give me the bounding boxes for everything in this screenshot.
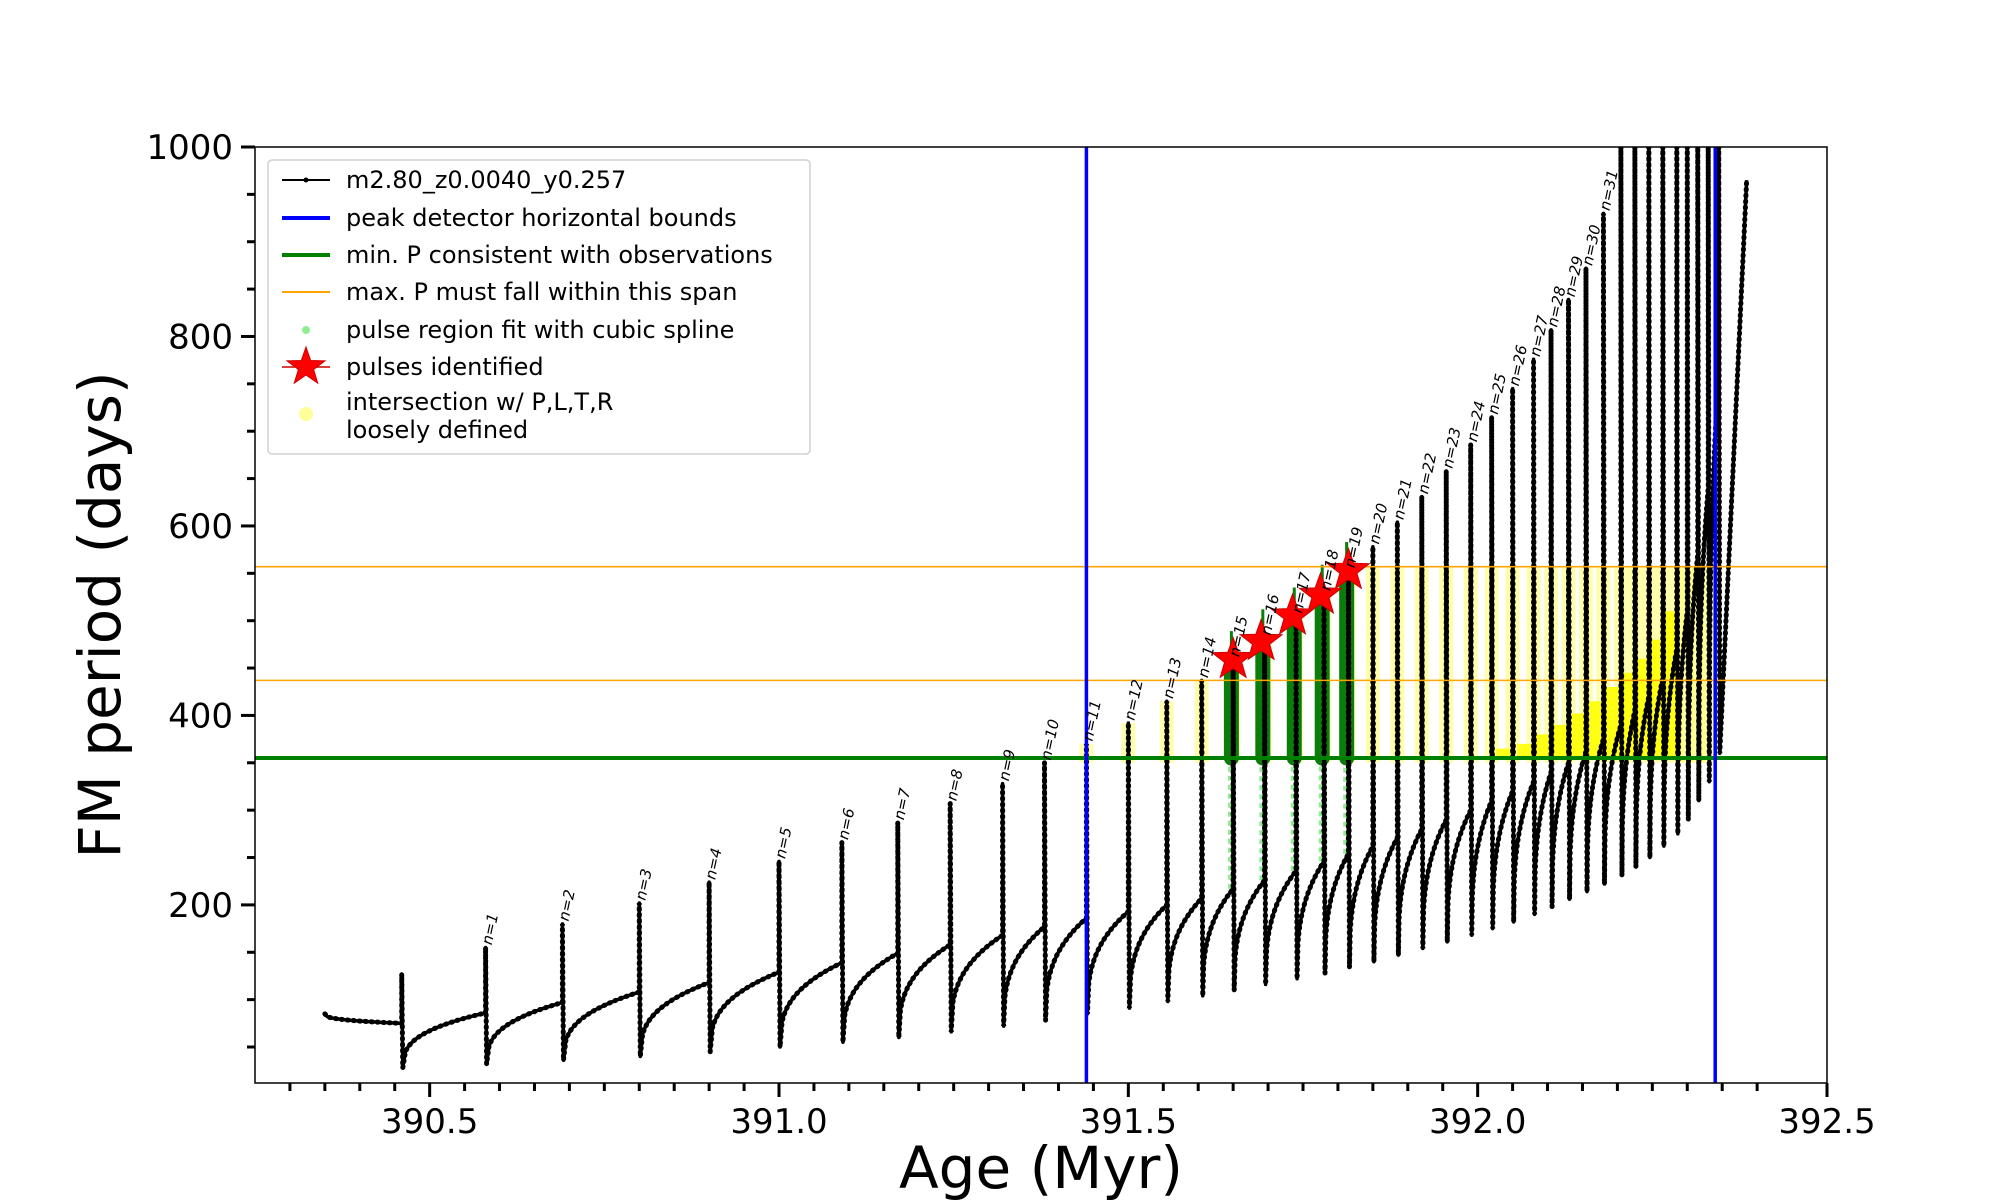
pulse-label: n=16 (1257, 593, 1283, 637)
x-tick-label: 392.5 (1778, 1102, 1875, 1142)
y-tick-label: 200 (168, 886, 233, 926)
pulse-label: n=6 (834, 807, 858, 842)
legend-label: m2.80_z0.0040_y0.257 (346, 166, 626, 194)
pulse-label: n=15 (1225, 614, 1251, 658)
y-tick-label: 1000 (146, 128, 233, 168)
plot-frame (254, 146, 1828, 1084)
model-track-markers (322, 147, 1750, 1069)
legend-label: loosely defined (346, 416, 528, 444)
legend-handle-star (285, 345, 327, 385)
x-axis-title: Age (Myr) (899, 1134, 1183, 1200)
x-tick-label: 392.0 (1429, 1102, 1526, 1142)
legend-label: peak detector horizontal bounds (346, 204, 737, 232)
pulse-label: n=4 (701, 846, 725, 881)
pulse-label: n=21 (1390, 477, 1416, 521)
legend-label: max. P must fall within this span (346, 278, 737, 306)
x-tick-label: 391.0 (730, 1102, 827, 1142)
pulse-label: n=30 (1578, 223, 1604, 267)
pulse-label: n=2 (555, 888, 579, 923)
legend-label: pulse region fit with cubic spline (346, 316, 734, 344)
legend-handle-circle (299, 407, 313, 421)
legend-handle-marker (303, 177, 309, 183)
pulse-label: n=10 (1037, 718, 1063, 762)
legend-box (267, 159, 811, 455)
pulse-label: n=22 (1414, 451, 1440, 495)
legend-label: intersection w/ P,L,T,R (346, 388, 613, 416)
identified-pulse-star (1326, 546, 1371, 590)
pulse-label: n=14 (1194, 635, 1220, 679)
identified-pulse-star (1210, 636, 1256, 679)
y-tick-label: 800 (168, 317, 233, 357)
legend-label: pulses identified (346, 353, 544, 381)
pulse-label: n=31 (1596, 168, 1622, 212)
y-tick-label: 600 (168, 507, 233, 547)
pulse-label: n=23 (1439, 426, 1465, 470)
pulse-label: n=8 (943, 768, 967, 803)
y-tick-label: 400 (168, 696, 233, 736)
pulse-label: n=7 (890, 786, 914, 821)
x-tick-label: 391.5 (1080, 1102, 1177, 1142)
pulse-label: n=1 (478, 912, 502, 947)
plot-area: n=1 n=2 n=3 n=4 n=5 n=6 n=7 n=8 n=9 n=10 n=11 n=12 n… (255, 147, 1827, 1083)
y-axis-title: FM period (days) (66, 371, 134, 858)
pulse-label: n=20 (1365, 502, 1391, 546)
x-tick-label: 390.5 (381, 1102, 478, 1142)
legend-label: min. P consistent with observations (346, 241, 773, 269)
pulse-label: n=9 (995, 748, 1019, 783)
legend-handle-dot (302, 326, 310, 334)
pulse-label: n=12 (1121, 678, 1147, 722)
identified-pulse-star (1238, 618, 1284, 661)
pulse-label: n=11 (1079, 699, 1105, 743)
pulse-label: n=5 (771, 825, 795, 860)
pulse-label: n=3 (632, 867, 656, 902)
y-axis: 200 400 600 800 1000 (146, 128, 255, 1049)
pulse-label: n=19 (1341, 525, 1367, 569)
x-axis: 390.5 391.0 391.5 392.0 392.5 (288, 1083, 1876, 1142)
pulse-label: n=13 (1159, 656, 1185, 700)
